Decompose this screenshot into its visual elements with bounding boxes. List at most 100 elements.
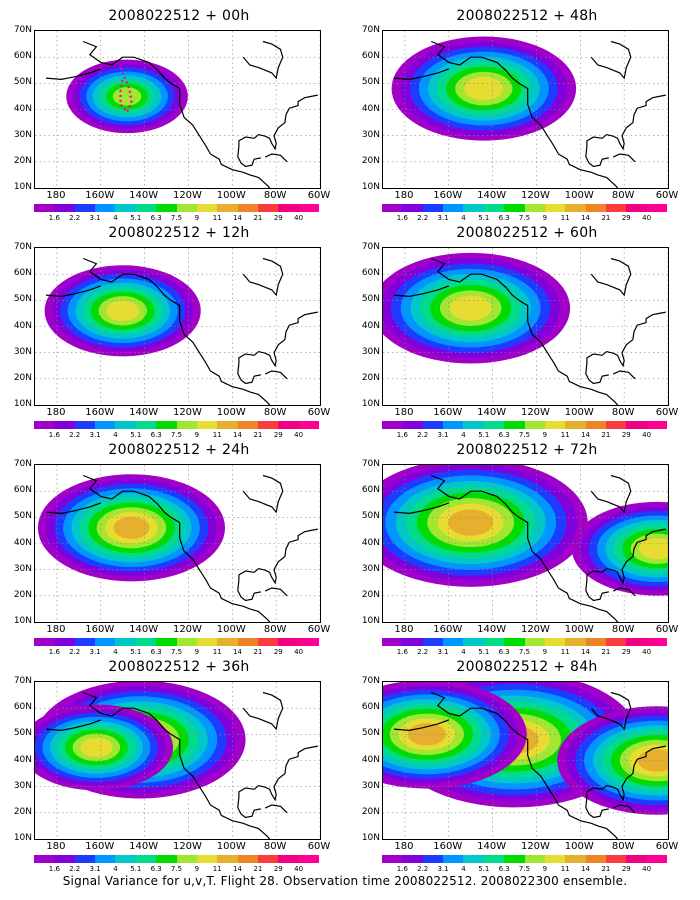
coastline — [242, 40, 284, 80]
coastline — [586, 745, 666, 802]
coastline — [430, 257, 619, 405]
map-panel: 2008022512 + 72h 10N 20N 30N 40N 50N 60N 70N 180… — [362, 442, 679, 657]
latitude-tick-label: 40N — [13, 320, 32, 331]
longitude-tick-label: 160W — [85, 407, 115, 418]
longitude-tick-label: 100W — [216, 624, 246, 635]
colorbar-label: 2.2 — [69, 431, 81, 439]
colorbar-label: 7.5 — [170, 865, 183, 873]
longitude-tick-label: 80W — [611, 407, 635, 418]
colorbar-label: 2.2 — [69, 214, 81, 222]
latitude-tick-label: 10N — [361, 182, 380, 192]
latitude-axis: 10N 20N 30N 40N 50N 60N 70N — [4, 677, 32, 843]
map-panel: 2008022512 + 24h 10N 20N 30N 40N 50N 60N 70N 180… — [14, 442, 331, 657]
colorbar-swatch — [524, 421, 545, 429]
latitude-tick-label: 30N — [13, 563, 32, 574]
colorbar-swatch — [257, 421, 279, 429]
colorbar-label: 4 — [113, 865, 118, 873]
colorbar-swatch — [443, 204, 464, 212]
colorbar-label: 4 — [461, 214, 466, 222]
coastline — [264, 370, 288, 380]
longitude-tick-label: 140W — [129, 190, 159, 201]
latitude-tick-label: 30N — [361, 346, 380, 357]
panel-title: 2008022512 + 36h — [108, 659, 250, 675]
colorbar-label: 21 — [601, 431, 611, 439]
longitude-tick-label: 80W — [263, 624, 287, 635]
colorbar-label: 6.3 — [150, 214, 162, 222]
latitude-tick-label: 10N — [13, 399, 32, 409]
colorbar-label: 11 — [560, 648, 570, 656]
panel-title: 2008022512 + 00h — [108, 8, 250, 24]
longitude-tick-label: 180 — [46, 841, 66, 852]
longitude-tick-label: 100W — [564, 190, 594, 201]
colorbar-swatch — [115, 855, 136, 863]
colorbar-swatch — [483, 638, 505, 646]
latitude-tick-label: 10N — [13, 182, 32, 192]
colorbar-swatch — [524, 855, 545, 863]
colorbar-swatch — [54, 855, 75, 863]
map-canvas — [383, 465, 668, 622]
latitude-tick-label: 70N — [361, 242, 380, 252]
longitude-tick-label: 140W — [129, 841, 159, 852]
colorbar-swatch — [298, 855, 320, 863]
longitude-tick-label: 100W — [216, 841, 246, 852]
colorbar-swatch — [504, 204, 525, 212]
colorbar-label: 5.1 — [130, 648, 142, 656]
colorbar-label: 14 — [233, 865, 243, 873]
latitude-tick-label: 10N — [13, 833, 32, 843]
colorbar-label: 3.1 — [437, 865, 449, 873]
colorbar-label: 40 — [642, 865, 652, 873]
latitude-tick-label: 30N — [13, 129, 32, 140]
colorbar-label: 21 — [601, 214, 611, 222]
latitude-tick-label: 50N — [13, 294, 32, 305]
colorbar-label: 29 — [273, 865, 283, 873]
colorbar-label: 6.3 — [498, 214, 510, 222]
colorbar-swatch — [217, 421, 238, 429]
colorbar-swatch — [605, 421, 627, 429]
longitude-tick-label: 160W — [433, 841, 463, 852]
colorbar-swatch — [278, 638, 299, 646]
coastline — [238, 745, 318, 802]
colorbar-swatch — [585, 204, 606, 212]
colorbar-swatch — [278, 204, 299, 212]
coastline — [264, 153, 288, 163]
latitude-tick-label: 40N — [361, 103, 380, 114]
coastline — [82, 474, 271, 622]
colorbar-swatch — [135, 421, 157, 429]
map-panel: 2008022512 + 84h 10N 20N 30N 40N 50N 60N 70N 180… — [362, 659, 679, 874]
longitude-axis: 180 160W 140W 120W 100W 80W 60W — [34, 624, 330, 636]
longitude-tick-label: 140W — [477, 190, 507, 201]
coastline — [264, 587, 288, 597]
colorbar-swatch — [156, 638, 177, 646]
latitude-tick-label: 40N — [361, 537, 380, 548]
coastline — [430, 474, 619, 622]
colorbar-swatch — [135, 638, 157, 646]
latitude-tick-label: 30N — [361, 563, 380, 574]
colorbar-label: 4 — [113, 214, 118, 222]
colorbar-label: 9 — [194, 431, 200, 439]
latitude-tick-label: 20N — [361, 589, 380, 600]
colorbar-label: 14 — [233, 214, 243, 222]
longitude-axis: 180 160W 140W 120W 100W 80W 60W — [382, 190, 678, 202]
colorbar-swatch — [585, 638, 606, 646]
colorbar-label: 40 — [642, 214, 652, 222]
latitude-tick-label: 10N — [361, 833, 380, 843]
latitude-tick-label: 40N — [13, 537, 32, 548]
latitude-tick-label: 60N — [361, 51, 380, 62]
colorbar-label: 40 — [642, 431, 652, 439]
coastline — [586, 311, 666, 368]
colorbar-label: 3.1 — [89, 865, 101, 873]
longitude-tick-label: 120W — [520, 407, 550, 418]
latitude-tick-label: 40N — [13, 103, 32, 114]
colorbar-label: 2.2 — [417, 431, 429, 439]
colorbar-swatch — [443, 855, 464, 863]
coastline — [237, 363, 261, 385]
colorbar-label: 40 — [642, 648, 652, 656]
colorbar-label: 1.6 — [48, 865, 60, 873]
map-canvas — [383, 31, 668, 188]
longitude-tick-label: 140W — [477, 624, 507, 635]
panel-title: 2008022512 + 12h — [108, 225, 250, 241]
colorbar-swatch — [483, 421, 505, 429]
longitude-tick-label: 100W — [564, 407, 594, 418]
longitude-tick-label: 160W — [85, 190, 115, 201]
colorbar-swatch — [217, 638, 238, 646]
